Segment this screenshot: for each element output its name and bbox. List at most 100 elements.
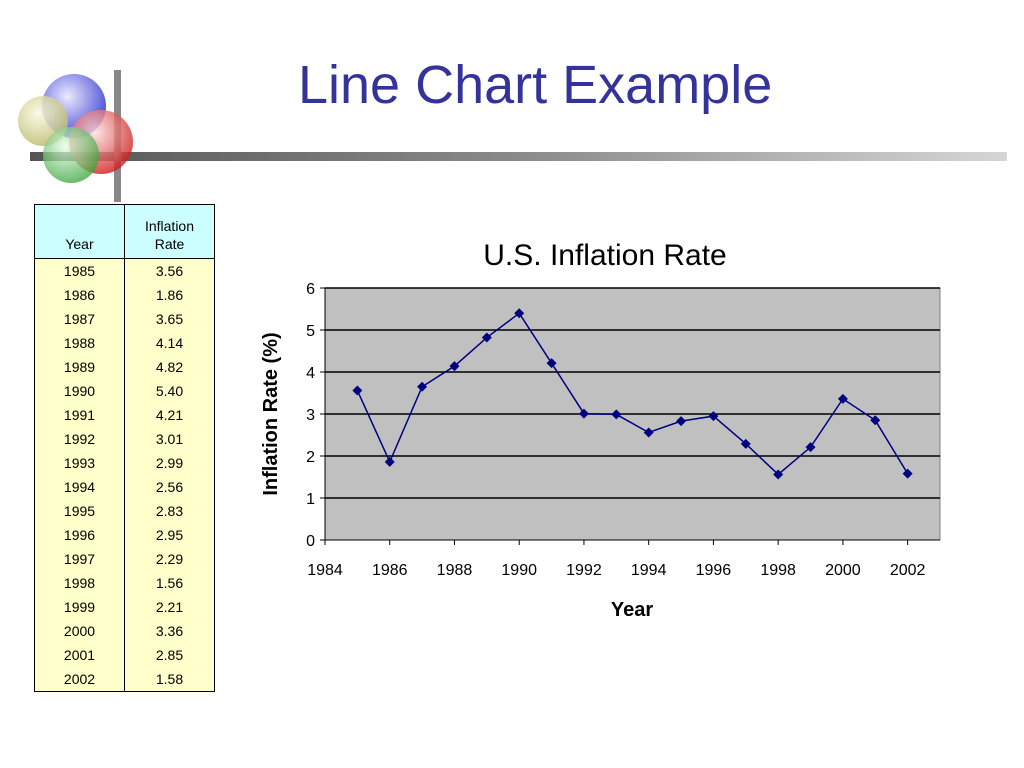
x-tick-label: 1988: [437, 562, 473, 579]
cell-year: 1985: [34, 258, 125, 283]
table-row: 1992 3.01: [34, 427, 215, 451]
cell-inflation-rate: 2.95: [124, 523, 215, 547]
table-row: 2001 2.85: [34, 643, 215, 667]
logo-green-circle: [43, 127, 99, 183]
cell-year: 1994: [34, 475, 125, 499]
table-row: 1985 3.56: [34, 258, 215, 283]
y-tick-label: 6: [306, 281, 315, 298]
data-point-marker: [676, 416, 687, 427]
data-point-marker: [417, 381, 428, 392]
y-tick-label: 5: [306, 323, 315, 340]
table-row: 2002 1.58: [34, 667, 215, 692]
cell-inflation-rate: 2.21: [124, 595, 215, 619]
decorative-logo: [18, 70, 1007, 202]
data-point-marker: [514, 308, 525, 319]
table-row: 1998 1.56: [34, 571, 215, 595]
header-year: Year: [34, 204, 125, 259]
table-row: 1991 4.21: [34, 403, 215, 427]
cell-year: 1995: [34, 499, 125, 523]
data-point-marker: [449, 361, 460, 372]
series-group: [352, 308, 913, 480]
cell-inflation-rate: 3.65: [124, 307, 215, 331]
data-point-marker: [740, 438, 751, 449]
x-tick-label: 1992: [566, 562, 602, 579]
cell-year: 1986: [34, 283, 125, 307]
cell-year: 1989: [34, 355, 125, 379]
data-point-marker: [773, 469, 784, 480]
x-tick-label: 2000: [825, 562, 861, 579]
data-point-marker: [578, 408, 589, 419]
cell-year: 1990: [34, 379, 125, 403]
cell-year: 1996: [34, 523, 125, 547]
table-body: 1985 3.56 1986 1.86 1987 3.65 1988 4.14 1989 4.82…: [34, 258, 215, 692]
series-line: [356, 312, 909, 476]
x-tick-label: 1994: [631, 562, 667, 579]
x-axis-label: Year: [611, 599, 653, 621]
slide-title: Line Chart Example: [298, 55, 773, 115]
cell-year: 2002: [34, 667, 125, 692]
cell-inflation-rate: 3.01: [124, 427, 215, 451]
grid-lines: [325, 287, 940, 499]
y-axis-label: Inflation Rate (%): [260, 332, 282, 495]
cell-inflation-rate: 4.21: [124, 403, 215, 427]
cell-year: 2000: [34, 619, 125, 643]
table-row: 1987 3.65: [34, 307, 215, 331]
data-point-marker: [384, 456, 395, 467]
cell-inflation-rate: 4.82: [124, 355, 215, 379]
cell-inflation-rate: 2.85: [124, 643, 215, 667]
table-row: 1995 2.83: [34, 499, 215, 523]
cell-year: 1997: [34, 547, 125, 571]
cell-inflation-rate: 1.58: [124, 667, 215, 692]
table-row: 1989 4.82: [34, 355, 215, 379]
cell-inflation-rate: 1.86: [124, 283, 215, 307]
title-underline-bar: [30, 152, 1007, 161]
table-row: 1986 1.86: [34, 283, 215, 307]
data-point-marker: [352, 385, 363, 396]
table-row: 1988 4.14: [34, 331, 215, 355]
data-point-marker: [643, 427, 654, 438]
x-tick-label: 1996: [696, 562, 732, 579]
table-row: 1997 2.29: [34, 547, 215, 571]
cell-year: 1993: [34, 451, 125, 475]
cell-year: 2001: [34, 643, 125, 667]
data-point-marker: [837, 393, 848, 404]
x-tick-label: 1986: [372, 562, 408, 579]
line-chart: U.S. Inflation Rate 0 1 2 3 4 5 6 1984 1986 1988…: [260, 239, 941, 621]
table-row: 1996 2.95: [34, 523, 215, 547]
chart-title: U.S. Inflation Rate: [483, 239, 726, 272]
table-row: 2000 3.36: [34, 619, 215, 643]
data-point-marker: [805, 442, 816, 453]
data-point-marker: [870, 415, 881, 426]
cell-inflation-rate: 2.29: [124, 547, 215, 571]
cell-inflation-rate: 3.36: [124, 619, 215, 643]
cell-inflation-rate: 3.56: [124, 258, 215, 283]
table-row: 1999 2.21: [34, 595, 215, 619]
cell-inflation-rate: 4.14: [124, 331, 215, 355]
x-axis-ticks: 1984 1986 1988 1990 1992 1994 1996 1998 2000 2002: [307, 540, 926, 579]
data-point-marker: [708, 411, 719, 422]
cell-inflation-rate: 1.56: [124, 571, 215, 595]
y-axis-ticks: 0 1 2 3 4 5 6: [306, 281, 325, 550]
data-point-marker: [546, 358, 557, 369]
cell-inflation-rate: 2.56: [124, 475, 215, 499]
table-row: 1990 5.40: [34, 379, 215, 403]
table-row: 1994 2.56: [34, 475, 215, 499]
table-header-row: Year Inflation Rate: [34, 204, 215, 259]
y-tick-label: 4: [306, 365, 315, 382]
cell-year: 1991: [34, 403, 125, 427]
y-tick-label: 1: [306, 491, 315, 508]
data-table: Year Inflation Rate 1985 3.56 1986 1.86 1987…: [34, 204, 215, 692]
x-tick-label: 1990: [501, 562, 537, 579]
cell-year: 1992: [34, 427, 125, 451]
cell-inflation-rate: 2.99: [124, 451, 215, 475]
cell-year: 1998: [34, 571, 125, 595]
y-tick-label: 0: [306, 533, 315, 550]
x-tick-label: 1998: [760, 562, 796, 579]
cell-year: 1999: [34, 595, 125, 619]
data-point-marker: [611, 409, 622, 420]
cell-year: 1988: [34, 331, 125, 355]
cell-inflation-rate: 5.40: [124, 379, 215, 403]
table-row: 1993 2.99: [34, 451, 215, 475]
y-tick-label: 2: [306, 449, 315, 466]
header-inflation-rate-label: Inflation Rate: [144, 218, 195, 252]
